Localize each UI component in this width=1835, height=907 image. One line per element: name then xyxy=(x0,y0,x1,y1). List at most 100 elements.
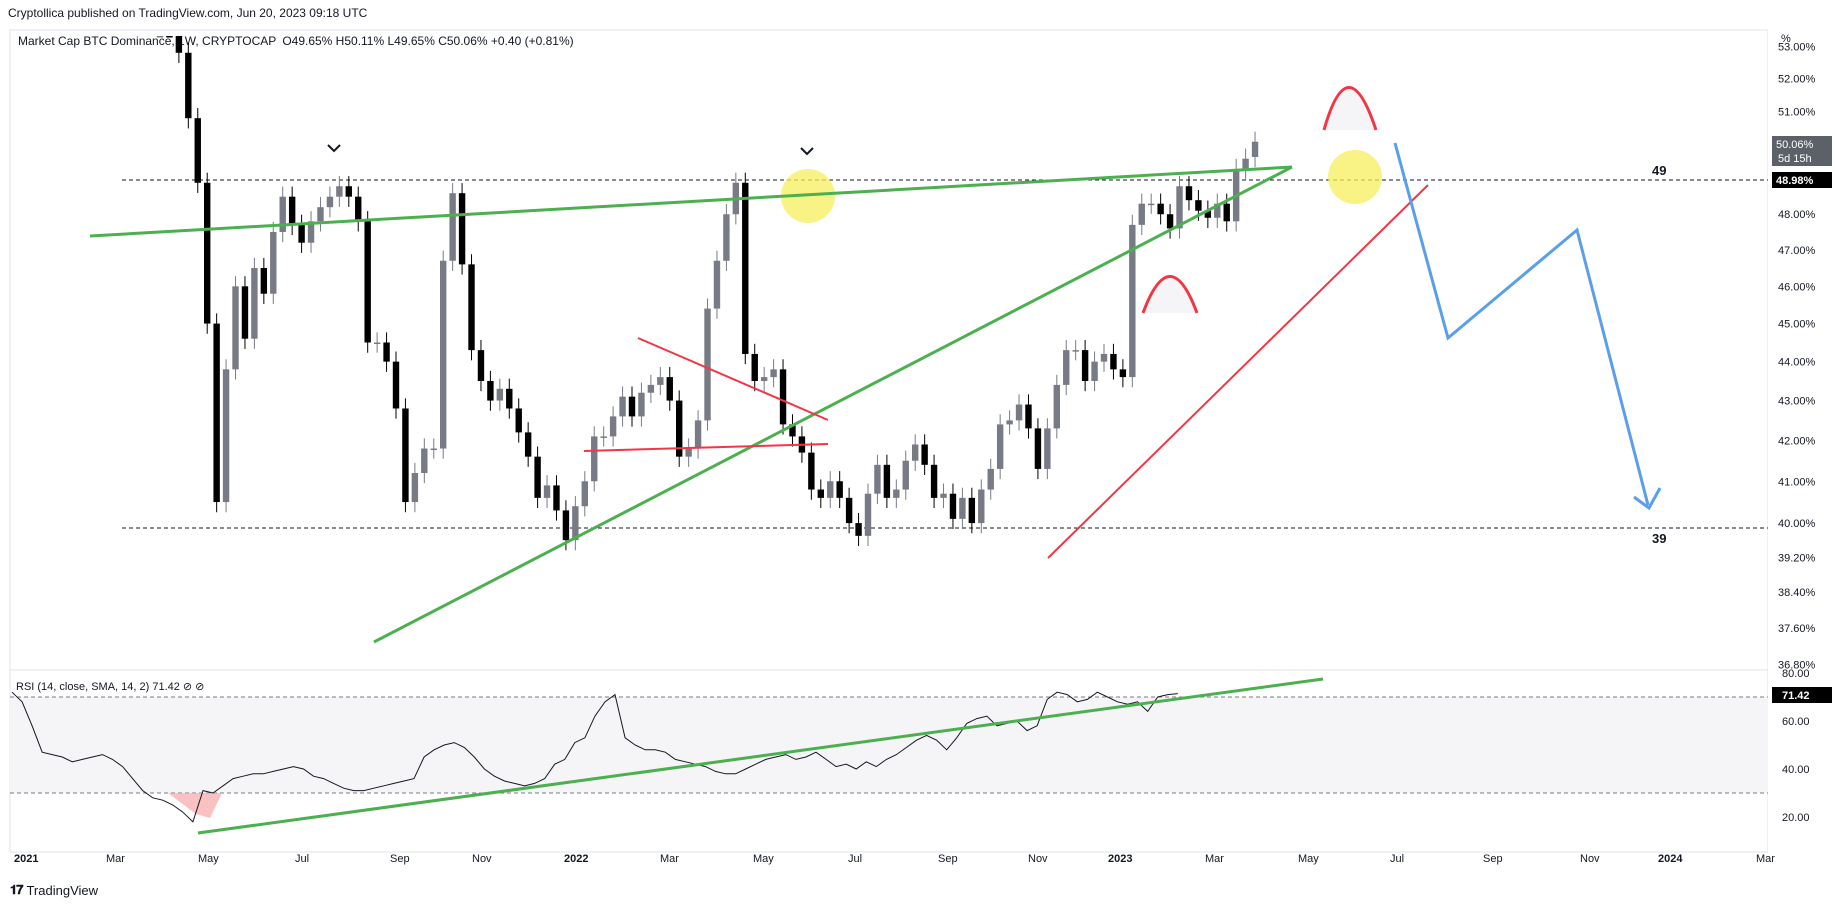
tradingview-mark-icon: 𝟏𝟕 xyxy=(10,882,24,897)
candle-body xyxy=(156,36,164,38)
candle-body xyxy=(751,353,758,381)
price-tick-label: 40.00% xyxy=(1778,518,1816,530)
time-tick-label: May xyxy=(1298,853,1319,865)
candle-body xyxy=(1034,428,1042,469)
tradingview-logo-text: TradingView xyxy=(26,882,99,898)
candle-body xyxy=(185,52,192,119)
candle-body xyxy=(996,424,1004,469)
rsi-line xyxy=(11,691,1178,823)
candle-body xyxy=(591,436,598,482)
candle-body xyxy=(704,308,711,421)
trendline-green-rising xyxy=(373,165,1293,644)
tradingview-logo[interactable]: 𝟏𝟕 TradingView xyxy=(10,882,98,898)
time-tick-label: Nov xyxy=(1028,853,1048,865)
candle-body xyxy=(836,481,843,498)
candle-body xyxy=(978,489,985,524)
time-tick-label: Sep xyxy=(938,853,958,865)
candle-body xyxy=(175,36,183,53)
candle-body xyxy=(789,424,796,437)
candle-body xyxy=(468,264,475,351)
candle-body xyxy=(1063,350,1070,385)
price-axis[interactable]: % 53.00%52.00%51.00%50.00%49.00%48.00%47… xyxy=(1768,30,1835,671)
rsi-pane[interactable]: 80.00 60.00 40.00 20.00 71.42 xyxy=(9,668,1835,853)
candle-body xyxy=(251,268,258,339)
trendline-red-wedge-lower xyxy=(583,443,829,452)
candle-body xyxy=(204,182,211,324)
time-tick-label: Nov xyxy=(472,853,492,865)
price-tick-label: 52.00% xyxy=(1778,74,1816,86)
projection-path xyxy=(1393,142,1662,511)
bar-countdown: 5d 15h xyxy=(1778,153,1812,165)
candle-body xyxy=(609,416,617,437)
candle-body xyxy=(1072,350,1079,352)
candle-body xyxy=(241,286,249,339)
candle-body xyxy=(959,497,966,519)
candle-body xyxy=(1185,186,1193,201)
candle-body xyxy=(1214,203,1221,218)
candle-body xyxy=(1242,158,1249,169)
candle-body xyxy=(411,473,419,503)
time-tick-label: 2022 xyxy=(564,853,588,865)
chevron-marker-1 xyxy=(327,144,341,153)
candle-body xyxy=(1100,353,1108,362)
arc-red-small xyxy=(1141,275,1199,314)
rsi-tick-label: 20.00 xyxy=(1782,812,1810,824)
candle-body xyxy=(487,380,494,401)
candle-body xyxy=(515,408,522,433)
time-tick-label: Mar xyxy=(660,853,679,865)
last-price-badge: 50.06% 5d 15h xyxy=(1772,136,1832,166)
candle-body xyxy=(307,221,315,243)
candle-body xyxy=(1251,141,1259,157)
published-caption: Cryptollica published on TradingView.com… xyxy=(8,6,368,20)
candle-body xyxy=(1053,384,1060,429)
candle-body xyxy=(1015,404,1023,421)
price-tick-label: 45.00% xyxy=(1778,319,1816,331)
candle-body xyxy=(562,510,570,541)
last-price-badge-bg xyxy=(1772,136,1832,166)
candle-body xyxy=(222,369,230,503)
rsi-trendline-green xyxy=(197,677,1324,835)
candle-body xyxy=(1006,420,1013,425)
price-axis-bg xyxy=(1768,30,1835,670)
trendline-green-upper xyxy=(89,165,1293,238)
candle-body xyxy=(1204,210,1212,218)
candle-body xyxy=(421,448,428,474)
candle-body xyxy=(930,464,938,498)
candle-body xyxy=(1129,224,1136,378)
price-pane[interactable]: 49 39 xyxy=(9,29,1769,671)
price-tick-label: 53.00% xyxy=(1778,41,1816,53)
chevron-marker-2 xyxy=(800,147,814,156)
candle-body xyxy=(270,231,277,294)
candle-body xyxy=(1195,200,1202,211)
rsi-legend[interactable]: RSI (14, close, SMA, 14, 2) 71.42 ⊘ ⊘ xyxy=(16,681,205,693)
price-tick-label: 47.00% xyxy=(1778,245,1816,257)
candle-body xyxy=(534,456,541,498)
price-tick-label: 48.00% xyxy=(1778,209,1816,221)
candle-body xyxy=(855,523,862,536)
candle-body xyxy=(355,196,362,222)
symbol-legend[interactable]: Market Cap BTC Dominance, 1W, CRYPTOCAP O… xyxy=(18,34,574,48)
rsi-axis[interactable]: 80.00 60.00 40.00 20.00 xyxy=(1782,668,1810,824)
candle-body xyxy=(657,377,664,385)
trendlines xyxy=(89,86,1429,644)
time-tick-label: Mar xyxy=(1756,853,1775,865)
candle-body xyxy=(864,493,872,536)
candle-body xyxy=(1138,203,1145,225)
candle-body xyxy=(543,485,551,498)
symbol-legend-name: Market Cap BTC Dominance, 1W, CRYPTOCAP xyxy=(18,34,277,48)
candle-body xyxy=(600,436,607,438)
level-label-39: 39 xyxy=(1652,531,1666,546)
candle-body xyxy=(817,489,824,498)
price-tick-label: 37.60% xyxy=(1778,623,1816,635)
time-axis[interactable]: 2021 Mar May Jul Sep Nov 2022 Mar May Jul Sep Nov 20… xyxy=(10,851,1775,865)
price-tick-label: 42.00% xyxy=(1778,435,1816,447)
candle-body xyxy=(496,388,504,401)
projection-arrowhead xyxy=(1633,487,1662,511)
trendline-red-wedge-upper xyxy=(637,337,829,421)
candle-body xyxy=(638,392,645,417)
candle-body xyxy=(742,182,749,354)
candle-body xyxy=(383,342,390,362)
candle-body xyxy=(949,493,957,519)
candle-body xyxy=(345,186,352,197)
